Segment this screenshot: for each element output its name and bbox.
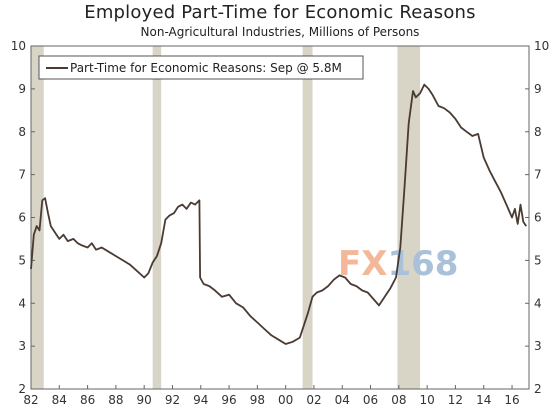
x-tick-label: 14 xyxy=(476,393,491,407)
y-tick-label-left: 3 xyxy=(18,339,26,353)
x-tick-label: 16 xyxy=(504,393,519,407)
y-tick-label-left: 2 xyxy=(18,382,26,396)
y-tick-label-left: 4 xyxy=(18,296,26,310)
x-tick-label: 02 xyxy=(306,393,321,407)
recession-band-4 xyxy=(397,46,421,389)
legend-label: Part-Time for Economic Reasons: Sep @ 5.… xyxy=(70,61,342,75)
x-tick-label: 94 xyxy=(193,393,208,407)
y-axis-right: 2 3 4 5 6 7 8 9 10 xyxy=(525,39,549,396)
y-tick-label-right: 7 xyxy=(534,168,542,182)
x-tick-label: 06 xyxy=(363,393,378,407)
recession-band-2 xyxy=(152,46,162,389)
x-tick-label: 84 xyxy=(52,393,67,407)
x-tick-label: 92 xyxy=(165,393,180,407)
chart-title: Employed Part-Time for Economic Reasons xyxy=(84,2,476,23)
y-axis-left: 2 3 4 5 6 7 8 9 10 xyxy=(11,39,35,396)
x-axis: 82 84 86 88 90 92 94 96 98 00 02 04 06 08 10 12 14 16 xyxy=(23,385,520,407)
legend: Part-Time for Economic Reasons: Sep @ 5.… xyxy=(38,55,364,80)
x-tick-label: 00 xyxy=(278,393,293,407)
y-tick-label-right: 9 xyxy=(534,82,542,96)
x-tick-label: 90 xyxy=(137,393,152,407)
y-tick-label-right: 10 xyxy=(534,39,549,53)
y-tick-label-left: 10 xyxy=(11,39,26,53)
x-tick-label: 88 xyxy=(108,393,123,407)
x-tick-label: 98 xyxy=(250,393,265,407)
y-tick-label-left: 9 xyxy=(18,82,26,96)
y-tick-label-right: 4 xyxy=(534,296,542,310)
y-tick-label-right: 6 xyxy=(534,211,542,225)
x-tick-label: 12 xyxy=(448,393,463,407)
watermark-part-1: FX xyxy=(338,244,387,284)
x-tick-label: 82 xyxy=(23,393,38,407)
x-tick-label: 10 xyxy=(419,393,434,407)
y-tick-label-right: 8 xyxy=(534,125,542,139)
x-tick-label: 04 xyxy=(335,393,350,407)
y-tick-label-left: 6 xyxy=(18,211,26,225)
x-tick-label: 08 xyxy=(391,393,406,407)
recession-bands xyxy=(31,46,421,389)
plot-frame xyxy=(30,45,530,390)
chart-subtitle: Non-Agricultural Industries, Millions of… xyxy=(140,25,420,39)
x-tick-label: 96 xyxy=(221,393,236,407)
y-tick-label-right: 3 xyxy=(534,339,542,353)
y-tick-label-right: 2 xyxy=(534,382,542,396)
y-tick-label-left: 8 xyxy=(18,125,26,139)
series-line-part-time xyxy=(30,83,527,345)
y-tick-label-left: 5 xyxy=(18,253,26,267)
recession-band-3 xyxy=(302,46,313,389)
legend-box xyxy=(38,55,364,80)
y-tick-label-right: 5 xyxy=(534,253,542,267)
y-tick-label-left: 7 xyxy=(18,168,26,182)
x-tick-label: 86 xyxy=(80,393,95,407)
